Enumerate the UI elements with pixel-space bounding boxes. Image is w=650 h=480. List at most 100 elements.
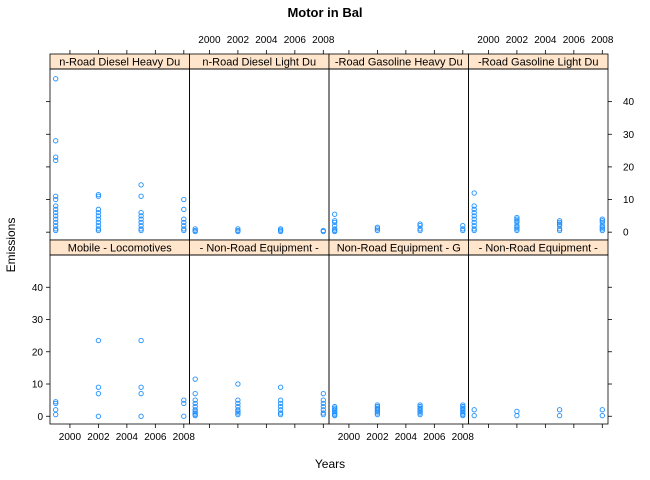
data-point [277, 400, 284, 407]
data-point [471, 206, 477, 212]
data-point [95, 213, 102, 219]
data-point [95, 384, 102, 390]
data-point [53, 399, 59, 405]
data-point [556, 219, 563, 226]
data-point [332, 218, 338, 224]
data-point [374, 408, 381, 415]
data-point [332, 211, 338, 217]
data-point [332, 219, 338, 226]
data-point [460, 226, 466, 232]
data-point [138, 193, 144, 199]
data-point [95, 226, 102, 232]
data-point [374, 226, 381, 232]
data-point [471, 412, 477, 419]
data-point [53, 138, 59, 144]
data-point [599, 219, 605, 226]
panel-frame [49, 254, 190, 425]
data-point [471, 226, 477, 232]
data-point [235, 228, 241, 235]
panel-frame [328, 254, 469, 425]
data-point [514, 222, 520, 229]
data-point [95, 193, 102, 199]
data-point [332, 412, 338, 419]
data-point [514, 219, 520, 226]
x-tick-label: 2004 [534, 35, 557, 46]
data-point [192, 228, 198, 235]
data-point [235, 408, 241, 415]
data-point [374, 410, 381, 416]
data-point [277, 411, 284, 418]
panel-frame [468, 254, 609, 425]
x-tick-label: 2008 [591, 35, 614, 46]
x-tick-label: 2002 [506, 35, 529, 46]
data-point [235, 400, 241, 407]
data-point [235, 411, 241, 418]
data-point [332, 222, 338, 229]
data-point [599, 227, 605, 234]
data-point [181, 400, 187, 407]
data-point [556, 221, 563, 227]
data-point [53, 227, 59, 234]
data-point [471, 219, 477, 226]
data-point [53, 203, 59, 209]
data-point [514, 218, 520, 224]
panel-strip-label: Mobile - Locomotives [68, 243, 172, 255]
data-point [235, 381, 241, 387]
panel-strip-label: -Road Gasoline Light Du [478, 57, 598, 69]
data-point [138, 213, 144, 219]
data-point [53, 219, 59, 226]
y-tick-label: 0 [37, 412, 43, 423]
data-point [471, 216, 477, 222]
data-point [471, 190, 477, 196]
data-point [95, 206, 102, 212]
data-point [320, 391, 326, 397]
y-tick-label: 10 [32, 380, 44, 391]
data-point [514, 227, 520, 234]
panel-2: n-Road Diesel Light Du [189, 53, 330, 241]
data-point [277, 403, 284, 410]
data-point [417, 226, 423, 232]
y-tick-label: 30 [32, 315, 44, 326]
y-tick-label: 30 [623, 130, 635, 141]
data-point [181, 222, 187, 229]
data-point [599, 224, 605, 230]
data-point [599, 218, 605, 224]
data-point [53, 400, 59, 407]
data-point [471, 213, 477, 219]
data-point [53, 193, 59, 199]
data-point [95, 219, 102, 226]
data-point [138, 384, 144, 390]
data-point [599, 222, 605, 229]
data-point [332, 226, 338, 232]
panel-4: -Road Gasoline Light Du [468, 53, 609, 241]
data-point [556, 412, 563, 419]
data-point [514, 226, 520, 232]
data-point [514, 408, 520, 415]
data-point [181, 226, 187, 232]
data-point [53, 206, 59, 212]
data-point [471, 209, 477, 216]
data-point [138, 219, 144, 226]
data-point [460, 227, 466, 234]
y-tick-label: 40 [32, 283, 44, 294]
data-point [192, 226, 198, 232]
data-point [192, 410, 198, 416]
data-point [181, 216, 187, 222]
x-tick-label: 2008 [452, 432, 475, 443]
data-point [53, 226, 59, 232]
data-point [471, 222, 477, 229]
data-point [181, 413, 187, 419]
panel-strip-label: Non-Road Equipment - G [337, 243, 461, 255]
data-point [556, 407, 563, 413]
data-point [556, 226, 563, 232]
data-point [235, 226, 241, 232]
data-point [460, 222, 466, 229]
x-tick-label: 2000 [477, 35, 500, 46]
x-tick-label: 2006 [563, 35, 586, 46]
panel-strip-label: n-Road Diesel Light Du [202, 57, 316, 69]
data-point [277, 228, 284, 235]
data-point [53, 407, 59, 413]
data-point [138, 222, 144, 229]
data-point [138, 226, 144, 232]
